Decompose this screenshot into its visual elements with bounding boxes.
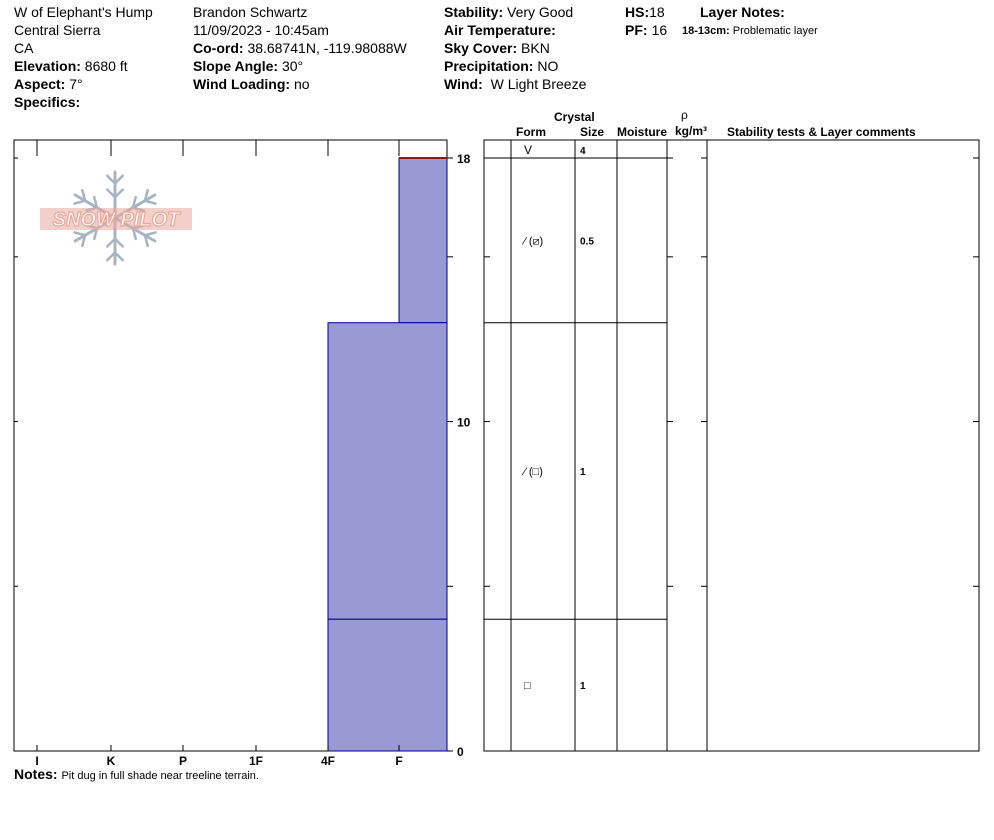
pf-label: PF: — [625, 22, 648, 38]
sky-cover: Sky Cover: BKN — [444, 40, 550, 57]
hs-value: 18 — [649, 4, 665, 20]
elevation: Elevation: 8680 ft — [14, 58, 128, 75]
notes-label: Notes: — [14, 766, 58, 782]
x-tick-label: 4F — [321, 754, 335, 768]
wind-value: W Light Breeze — [490, 76, 587, 92]
layer-bar — [327, 322, 448, 620]
table-frame — [483, 139, 980, 752]
snowflake-branch — [105, 174, 117, 185]
x-tick-label: P — [179, 754, 187, 768]
snowflake-branch — [105, 188, 117, 199]
wind-label: Wind: — [444, 76, 483, 92]
snowflake-branch — [92, 227, 99, 241]
surface-size: 4 — [580, 146, 586, 157]
snowflake-branch — [73, 199, 87, 205]
hs: HS:18 — [625, 4, 665, 21]
snowflake-branch — [73, 231, 87, 237]
rho-header: ρ — [681, 108, 688, 122]
stability-comments-header: Stability tests & Layer comments — [727, 125, 916, 139]
snowflake-branch — [143, 231, 157, 237]
layer-notes-label: Layer Notes: — [700, 4, 785, 20]
hs-label: HS: — [625, 4, 650, 20]
aspect-value: 7° — [69, 76, 83, 92]
coordinates: Co-ord: 38.68741N, -119.98088W — [193, 40, 407, 57]
snowflake-branch — [131, 227, 138, 241]
wind-loading-value: no — [293, 76, 310, 92]
coord-label: Co-ord: — [193, 40, 244, 56]
stability-value: Very Good — [507, 4, 574, 20]
logo-text: SNOW PILOT — [53, 209, 181, 231]
snowflake-branch — [113, 188, 125, 199]
air-temp-label: Air Temperature: — [444, 22, 556, 38]
crystal-size: 1 — [580, 681, 586, 692]
snowflake-branch — [113, 237, 125, 248]
layer-note-range: 18-13cm: — [682, 25, 730, 37]
pf-value: 16 — [651, 22, 668, 38]
logo-banner — [40, 208, 192, 230]
notes: Notes: Pit dug in full shade near treeli… — [14, 766, 259, 785]
sky-value: BKN — [521, 40, 550, 56]
slope-label: Slope Angle: — [193, 58, 279, 74]
sky-label: Sky Cover: — [444, 40, 518, 56]
stability-label: Stability: — [444, 4, 504, 20]
slope-value: 30° — [281, 58, 304, 74]
aspect: Aspect: 7° — [14, 76, 83, 93]
observation-datetime: 11/09/2023 - 10:45am — [193, 22, 329, 38]
density-unit-header: kg/m³ — [675, 124, 708, 138]
x-tick-label: I — [35, 754, 38, 768]
stability: Stability: Very Good — [444, 4, 573, 21]
location-name: W of Elephant's Hump — [14, 4, 153, 20]
y-tick-label: 18 — [457, 152, 471, 166]
snowflake-branch — [105, 237, 117, 248]
wind-loading-label: Wind Loading: — [193, 76, 291, 92]
snowflake-branch — [105, 251, 117, 262]
moisture-header: Moisture — [617, 125, 668, 139]
snowflake-branch — [92, 195, 99, 209]
x-tick-label: F — [395, 754, 402, 768]
surface-form-symbol: V — [524, 143, 532, 157]
snowflake-branch — [113, 174, 125, 185]
state: CA — [14, 40, 34, 56]
snowpilot-logo: SNOW PILOT — [40, 170, 192, 266]
snowflake-branch — [143, 234, 149, 248]
y-tick-label: 10 — [457, 416, 471, 430]
snowflake-branch — [143, 199, 157, 205]
elevation-label: Elevation: — [14, 58, 81, 74]
snowflake-branch — [113, 251, 125, 262]
crystal-header: Crystal — [554, 110, 595, 124]
crystal-form-symbol: ⁄ (⧄) — [521, 235, 543, 247]
mountain-range: Central Sierra — [14, 22, 101, 38]
notes-text: Pit dug in full shade near treeline terr… — [61, 770, 259, 782]
crystal-size: 1 — [580, 467, 586, 478]
observer-name: Brandon Schwartz — [193, 4, 308, 20]
crystal-form-symbol: □ — [524, 680, 531, 692]
precip-label: Precipitation: — [444, 58, 534, 74]
pf: PF: 16 — [625, 22, 667, 39]
crystal-size: 0.5 — [580, 236, 594, 247]
form-header: Form — [516, 125, 546, 139]
layer-note: 18-13cm: Problematic layer — [682, 23, 818, 40]
coord-value: 38.68741N, -119.98088W — [247, 40, 407, 56]
specifics-label: Specifics: — [14, 94, 81, 110]
x-tick-label: K — [107, 754, 116, 768]
wind: Wind: W Light Breeze — [444, 76, 586, 93]
precipitation: Precipitation: NO — [444, 58, 558, 75]
aspect-label: Aspect: — [14, 76, 66, 92]
x-tick-label: 1F — [249, 754, 263, 768]
slope-angle: Slope Angle: 30° — [193, 58, 303, 75]
layer-bar — [398, 157, 448, 324]
layer-note-text: Problematic layer — [732, 25, 818, 37]
crystal-form-symbol: ⁄ (□) — [521, 466, 543, 478]
snowflake-branch — [143, 188, 149, 202]
y-tick-label: 0 — [457, 745, 464, 759]
layer-bar — [327, 618, 448, 752]
elevation-value: 8680 ft — [84, 58, 128, 74]
precip-value: NO — [537, 58, 559, 74]
snowflake-branch — [81, 234, 87, 248]
snowflake-branch — [131, 195, 138, 209]
snowflake-branch — [81, 188, 87, 202]
size-header: Size — [580, 125, 605, 139]
wind-loading: Wind Loading: no — [193, 76, 310, 93]
